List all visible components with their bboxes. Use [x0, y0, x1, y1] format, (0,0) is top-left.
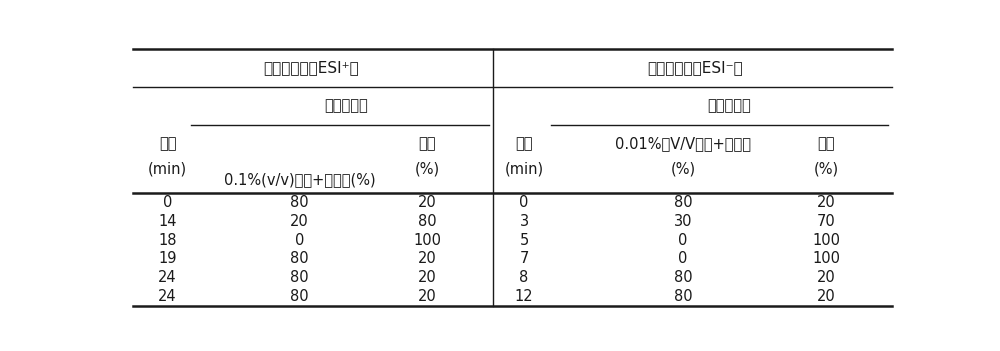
Text: 20: 20 — [817, 270, 836, 285]
Text: 0: 0 — [163, 195, 172, 210]
Text: 负离子模式（ESI⁻）: 负离子模式（ESI⁻） — [647, 60, 742, 75]
Text: 80: 80 — [674, 289, 692, 304]
Text: 12: 12 — [515, 289, 533, 304]
Text: 18: 18 — [158, 233, 177, 248]
Text: 0: 0 — [295, 233, 304, 248]
Text: 80: 80 — [290, 270, 309, 285]
Text: 0.01%（V/V）氨+超纯水: 0.01%（V/V）氨+超纯水 — [615, 136, 751, 151]
Text: 14: 14 — [158, 214, 177, 229]
Text: 8: 8 — [520, 270, 529, 285]
Text: (%): (%) — [670, 162, 696, 177]
Text: 19: 19 — [158, 251, 177, 266]
Text: (min): (min) — [148, 162, 187, 177]
Text: 80: 80 — [290, 289, 309, 304]
Text: 20: 20 — [817, 195, 836, 210]
Text: 流动相比例: 流动相比例 — [324, 98, 368, 113]
Text: 0: 0 — [678, 251, 688, 266]
Text: 80: 80 — [290, 251, 309, 266]
Text: 100: 100 — [812, 233, 840, 248]
Text: 70: 70 — [817, 214, 836, 229]
Text: 时间: 时间 — [515, 136, 533, 151]
Text: 甲醇: 甲醇 — [818, 136, 835, 151]
Text: 20: 20 — [418, 289, 437, 304]
Text: 24: 24 — [158, 270, 177, 285]
Text: 正离子模式（ESI⁺）: 正离子模式（ESI⁺） — [263, 60, 359, 75]
Text: 100: 100 — [812, 251, 840, 266]
Text: 0.1%(v/v)甲酸+超纯水(%): 0.1%(v/v)甲酸+超纯水(%) — [224, 172, 375, 187]
Text: 20: 20 — [290, 214, 309, 229]
Text: 80: 80 — [290, 195, 309, 210]
Text: (%): (%) — [415, 162, 440, 177]
Text: 80: 80 — [418, 214, 437, 229]
Text: 24: 24 — [158, 289, 177, 304]
Text: 流动相比例: 流动相比例 — [708, 98, 751, 113]
Text: 100: 100 — [413, 233, 441, 248]
Text: 0: 0 — [678, 233, 688, 248]
Text: 20: 20 — [418, 195, 437, 210]
Text: (%): (%) — [814, 162, 839, 177]
Text: 20: 20 — [418, 270, 437, 285]
Text: 80: 80 — [674, 270, 692, 285]
Text: 3: 3 — [520, 214, 529, 229]
Text: 时间: 时间 — [159, 136, 176, 151]
Text: 0: 0 — [519, 195, 529, 210]
Text: 甲醇: 甲醇 — [418, 136, 436, 151]
Text: 20: 20 — [418, 251, 437, 266]
Text: (min): (min) — [505, 162, 544, 177]
Text: 30: 30 — [674, 214, 692, 229]
Text: 7: 7 — [519, 251, 529, 266]
Text: 5: 5 — [520, 233, 529, 248]
Text: 80: 80 — [674, 195, 692, 210]
Text: 20: 20 — [817, 289, 836, 304]
